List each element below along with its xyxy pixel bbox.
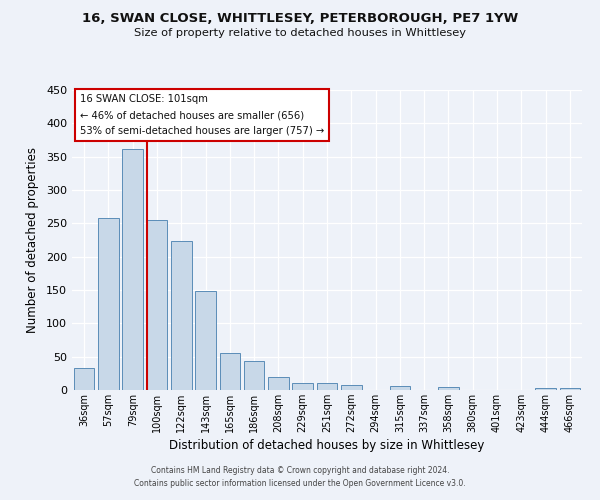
Bar xyxy=(195,292,216,390)
Y-axis label: Number of detached properties: Number of detached properties xyxy=(26,147,39,333)
Bar xyxy=(438,388,459,390)
Bar xyxy=(317,382,337,390)
Text: Size of property relative to detached houses in Whittlesey: Size of property relative to detached ho… xyxy=(134,28,466,38)
Bar xyxy=(122,148,143,390)
Bar xyxy=(98,218,119,390)
Text: 16, SWAN CLOSE, WHITTLESEY, PETERBOROUGH, PE7 1YW: 16, SWAN CLOSE, WHITTLESEY, PETERBOROUGH… xyxy=(82,12,518,26)
Text: 16 SWAN CLOSE: 101sqm
← 46% of detached houses are smaller (656)
53% of semi-det: 16 SWAN CLOSE: 101sqm ← 46% of detached … xyxy=(80,94,324,136)
Bar xyxy=(268,378,289,390)
Bar xyxy=(535,388,556,390)
Bar xyxy=(292,382,313,390)
Bar xyxy=(74,368,94,390)
X-axis label: Distribution of detached houses by size in Whittlesey: Distribution of detached houses by size … xyxy=(169,439,485,452)
Bar xyxy=(146,220,167,390)
Bar xyxy=(389,386,410,390)
Bar xyxy=(244,360,265,390)
Bar xyxy=(341,386,362,390)
Bar xyxy=(171,240,191,390)
Text: Contains HM Land Registry data © Crown copyright and database right 2024.
Contai: Contains HM Land Registry data © Crown c… xyxy=(134,466,466,487)
Bar xyxy=(560,388,580,390)
Bar xyxy=(220,354,240,390)
